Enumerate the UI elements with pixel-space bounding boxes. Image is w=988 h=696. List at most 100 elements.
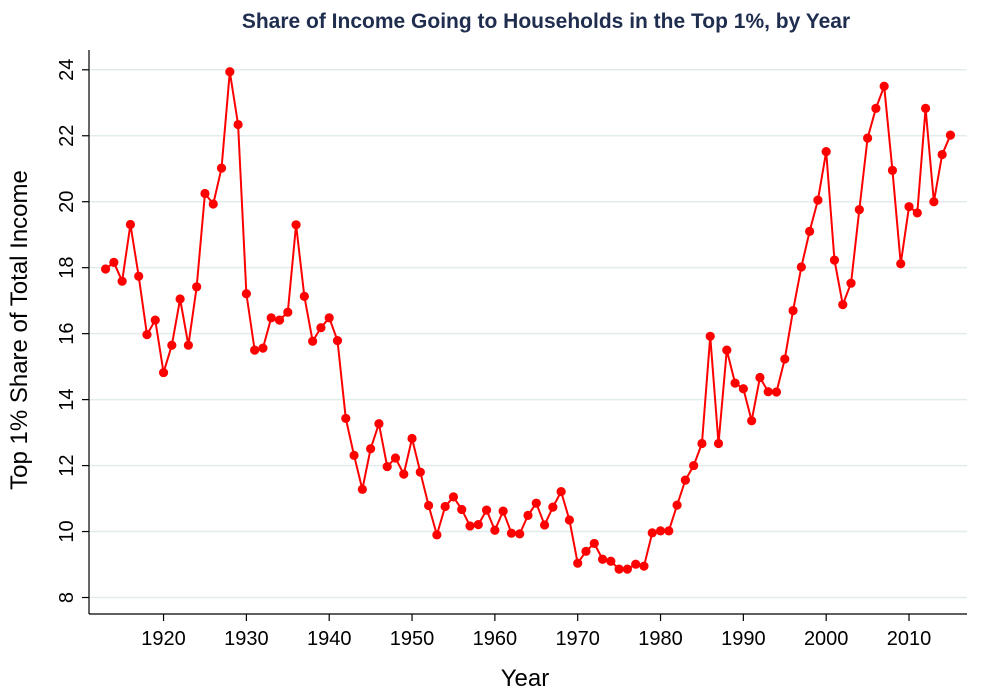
data-point (639, 561, 649, 571)
data-point (506, 528, 517, 538)
data-point (730, 378, 740, 388)
data-point (945, 130, 956, 140)
data-point (332, 335, 343, 346)
y-tick-label: 16 (56, 323, 78, 345)
data-point (523, 510, 533, 520)
x-tick-label: 1940 (307, 628, 352, 650)
data-point (357, 484, 367, 494)
data-point (854, 205, 864, 215)
chart-title: Share of Income Going to Households in t… (242, 10, 850, 33)
data-point (399, 469, 409, 479)
data-point (548, 502, 558, 512)
data-point (424, 500, 434, 511)
data-point (266, 313, 276, 323)
data-point (142, 330, 152, 340)
data-point (208, 199, 218, 209)
data-point (788, 305, 798, 316)
data-point (390, 453, 401, 463)
y-tick-label: 12 (56, 454, 78, 476)
data-series (100, 67, 956, 574)
y-tick-label: 8 (56, 592, 78, 603)
x-axis-label: Year (501, 665, 550, 692)
data-point (647, 528, 657, 538)
data-point (655, 526, 666, 536)
data-point (440, 501, 450, 512)
data-point (747, 416, 757, 426)
y-tick-label: 22 (56, 125, 78, 147)
data-point (316, 323, 326, 333)
data-point (374, 419, 384, 429)
data-point (771, 387, 782, 397)
data-point (158, 367, 169, 378)
data-point (581, 546, 591, 556)
data-point (589, 538, 599, 549)
data-point (457, 504, 467, 515)
data-point (887, 165, 898, 175)
x-tick-label: 1970 (555, 628, 600, 650)
data-point (912, 208, 922, 218)
data-point (109, 257, 119, 268)
data-point (564, 515, 575, 525)
y-tick-label: 24 (56, 59, 78, 81)
data-point (258, 343, 268, 353)
data-point (283, 307, 293, 317)
data-point (614, 564, 624, 574)
data-point (846, 278, 856, 288)
data-point (200, 188, 210, 199)
data-point (879, 81, 889, 91)
data-point (175, 294, 185, 304)
axes (88, 50, 967, 615)
data-point (407, 433, 417, 444)
data-point (274, 315, 285, 325)
data-point (622, 564, 632, 574)
data-point (896, 259, 906, 269)
data-point (366, 444, 376, 454)
data-point (821, 146, 831, 157)
data-point (606, 556, 616, 566)
y-tick-label: 18 (56, 257, 78, 279)
data-point (796, 262, 806, 272)
data-point (382, 461, 392, 472)
data-point (490, 525, 500, 535)
data-point (904, 202, 914, 212)
data-point (183, 340, 193, 350)
data-point (680, 475, 690, 485)
data-point (539, 520, 550, 530)
data-point (722, 345, 732, 355)
data-point (763, 387, 773, 397)
y-tick-label: 14 (56, 388, 78, 410)
data-point (813, 195, 823, 205)
data-point (805, 226, 815, 237)
data-point (672, 500, 682, 510)
data-point (597, 554, 608, 564)
data-point (225, 67, 235, 77)
data-point (125, 219, 136, 230)
y-axis-ticks: 8 10 12 14 16 18 20 22 24 (56, 59, 89, 603)
data-point (216, 163, 227, 173)
data-point (573, 558, 583, 568)
data-point (713, 438, 724, 449)
data-point (697, 438, 707, 449)
data-point (838, 300, 848, 310)
data-point (664, 526, 674, 536)
data-point (299, 291, 309, 301)
data-point (150, 315, 160, 325)
x-tick-label: 2010 (887, 628, 932, 650)
x-tick-label: 1930 (224, 628, 269, 650)
data-point (481, 505, 492, 515)
data-point (117, 276, 127, 286)
data-point (705, 331, 715, 341)
data-point (448, 492, 459, 502)
data-point (100, 264, 111, 274)
data-point (531, 498, 541, 508)
data-point (755, 372, 765, 383)
x-tick-label: 1990 (721, 628, 766, 650)
data-point (498, 506, 508, 516)
data-point (291, 220, 301, 230)
x-tick-label: 1960 (473, 628, 518, 650)
data-point (871, 103, 881, 113)
data-point (308, 336, 318, 346)
data-point (324, 313, 334, 323)
